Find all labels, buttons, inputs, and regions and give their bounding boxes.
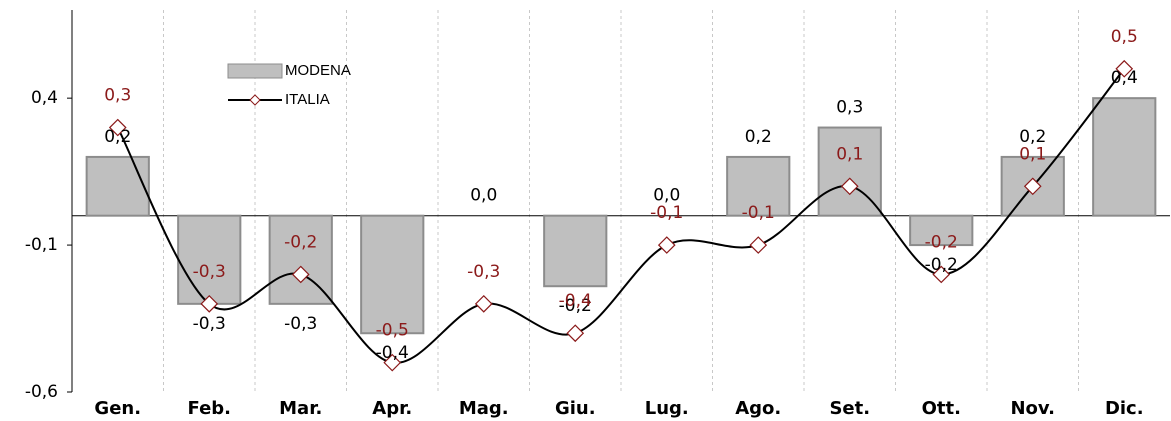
x-tick-label: Giu. — [555, 398, 596, 419]
point-marker — [108, 118, 127, 137]
bar — [543, 214, 608, 288]
point-marker — [657, 236, 676, 254]
data-label: 0,3 — [104, 86, 131, 106]
y-tick-label: -0,1 — [25, 235, 58, 255]
bar — [909, 214, 974, 247]
bar — [360, 214, 425, 335]
point-marker — [474, 294, 493, 313]
line — [116, 68, 1126, 364]
data-label: 0,2 — [1019, 127, 1046, 147]
data-label: -0,1 — [742, 203, 775, 223]
data-label: -0,2 — [284, 232, 317, 252]
x-tick-label: Dic. — [1105, 398, 1144, 419]
point-marker — [1023, 177, 1042, 196]
x-tick-label: Ago. — [735, 398, 781, 419]
data-label: -0,5 — [376, 321, 409, 341]
point-marker — [1115, 59, 1134, 78]
point-marker — [749, 236, 768, 254]
data-label: -0,4 — [376, 343, 409, 363]
point-marker — [291, 265, 310, 284]
point-marker — [200, 294, 219, 313]
legend-marker — [249, 94, 261, 106]
data-label: -0,3 — [467, 262, 500, 282]
data-label: -0,1 — [650, 203, 683, 223]
x-tick-label: Nov. — [1010, 398, 1055, 419]
x-tick-label: Mar. — [279, 398, 322, 419]
data-label: -0,3 — [193, 262, 226, 282]
data-label: -0,3 — [193, 314, 226, 334]
data-label: 0,0 — [470, 186, 497, 206]
bar — [726, 155, 791, 217]
data-label: 0,1 — [1019, 144, 1046, 164]
data-label: 0,3 — [836, 98, 863, 118]
bar — [85, 155, 150, 217]
data-label: 0,0 — [653, 186, 680, 206]
point-marker — [932, 265, 951, 284]
bar — [177, 214, 242, 305]
y-tick-label: 0,4 — [31, 88, 58, 108]
x-tick-label: Lug. — [645, 398, 689, 419]
bar — [817, 126, 882, 217]
bar — [1092, 97, 1157, 217]
x-tick-label: Mag. — [459, 398, 509, 419]
data-label: 0,2 — [104, 127, 131, 147]
data-label: -0,2 — [559, 296, 592, 316]
x-tick-label: Apr. — [372, 398, 412, 419]
data-label: 0,5 — [1111, 27, 1138, 47]
data-label: -0,4 — [559, 291, 592, 311]
legend-swatch — [227, 63, 283, 79]
point-marker — [566, 324, 585, 343]
y-tick-label: -0,6 — [25, 382, 58, 402]
x-tick-label: Ott. — [922, 398, 961, 419]
data-label: -0,2 — [925, 255, 958, 275]
point-marker — [383, 353, 402, 372]
x-tick-label: Gen. — [94, 398, 141, 419]
x-tick-label: Feb. — [188, 398, 232, 419]
legend-label: ITALIA — [285, 91, 330, 108]
point-marker — [840, 177, 859, 196]
data-label: 0,1 — [836, 144, 863, 164]
legend-label: MODENA — [285, 62, 351, 79]
data-label: 0,2 — [745, 127, 772, 147]
data-label: -0,3 — [284, 314, 317, 334]
x-tick-label: Set. — [829, 398, 870, 419]
data-label: -0,2 — [925, 232, 958, 252]
data-label: 0,4 — [1111, 68, 1138, 88]
